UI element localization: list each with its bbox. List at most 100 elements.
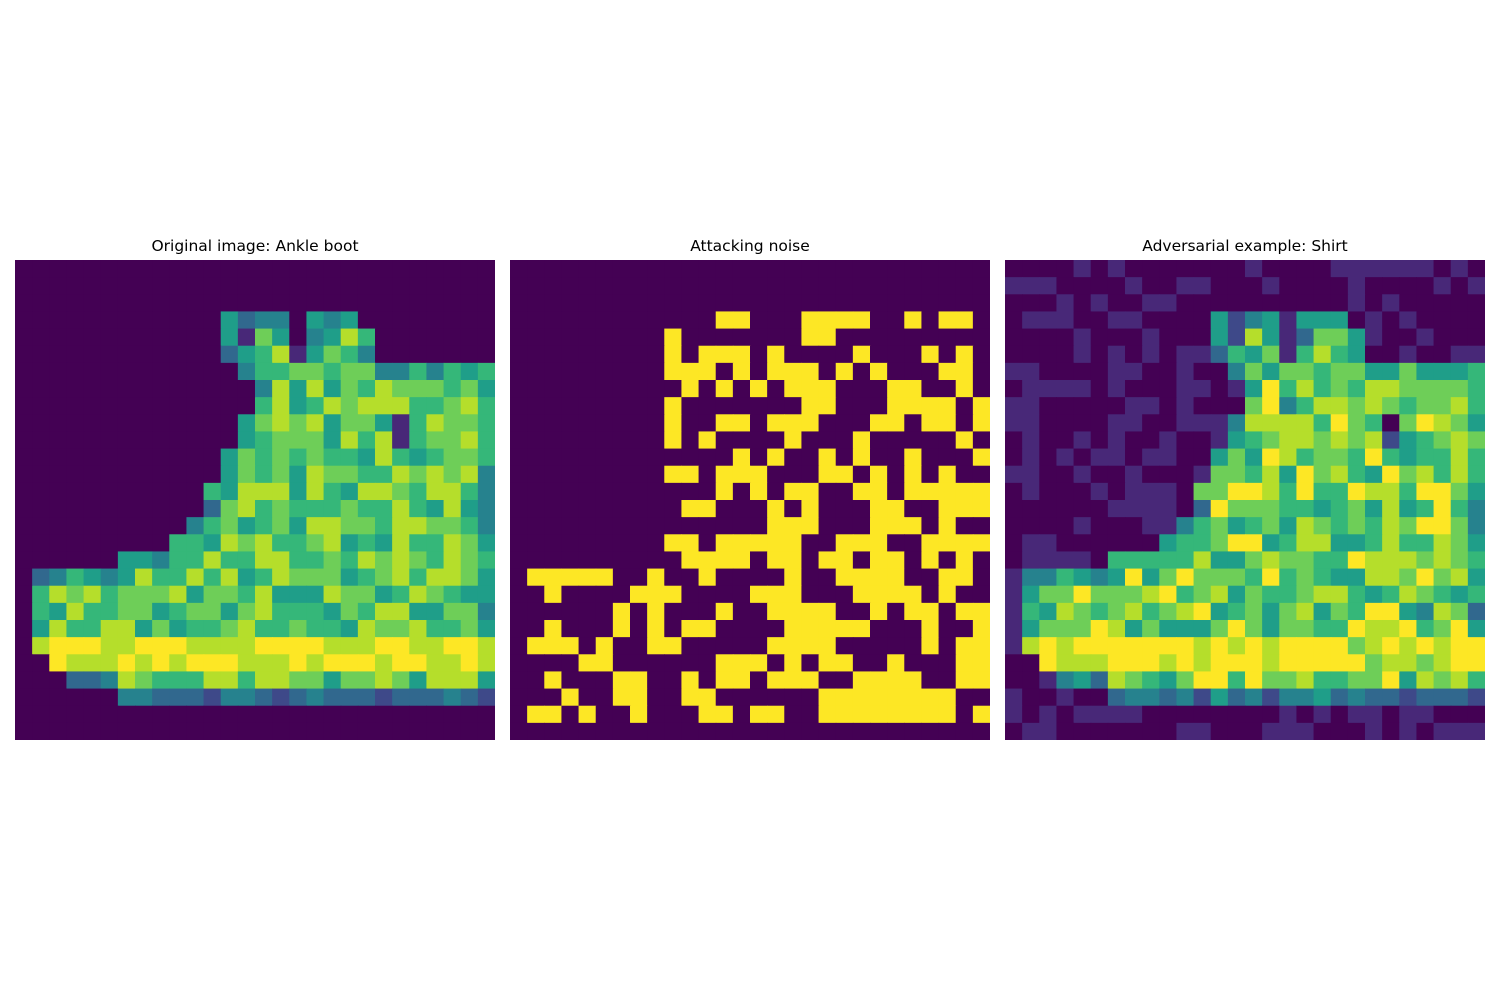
- noise-pixel: [904, 500, 923, 518]
- original-pixel: [32, 482, 50, 501]
- original-pixel: [83, 671, 102, 690]
- adversarial-pixel: [1330, 465, 1349, 484]
- original-pixel: [460, 534, 479, 553]
- noise-pixel: [664, 568, 683, 587]
- noise-pixel: [510, 671, 528, 690]
- noise-pixel: [595, 620, 614, 638]
- original-pixel: [306, 465, 325, 484]
- adversarial-pixel: [1125, 722, 1143, 740]
- noise-pixel: [698, 294, 717, 313]
- noise-pixel: [595, 602, 614, 621]
- adversarial-pixel: [1039, 465, 1058, 484]
- noise-pixel: [818, 448, 837, 467]
- adversarial-pixel: [1159, 688, 1178, 707]
- original-pixel: [392, 431, 410, 450]
- original-pixel: [272, 654, 290, 673]
- adversarial-pixel: [1210, 328, 1229, 347]
- original-pixel: [32, 277, 50, 295]
- original-pixel: [32, 722, 50, 740]
- original-pixel: [32, 654, 50, 673]
- original-pixel: [340, 688, 359, 707]
- noise-pixel: [955, 294, 974, 313]
- original-pixel: [66, 654, 85, 673]
- adversarial-pixel: [1210, 431, 1229, 450]
- noise-pixel: [698, 431, 717, 450]
- noise-pixel: [767, 551, 785, 570]
- adversarial-pixel: [1416, 500, 1435, 518]
- adversarial-pixel: [1107, 722, 1126, 740]
- noise-pixel: [612, 465, 631, 484]
- adversarial-pixel: [1022, 397, 1040, 415]
- original-pixel: [289, 688, 308, 707]
- original-pixel: [203, 688, 222, 707]
- original-pixel: [117, 294, 136, 313]
- adversarial-pixel: [1382, 585, 1400, 604]
- adversarial-pixel: [1433, 620, 1452, 638]
- original-pixel: [237, 380, 256, 398]
- adversarial-pixel: [1450, 482, 1469, 501]
- adversarial-pixel: [1262, 620, 1280, 638]
- original-pixel: [357, 500, 376, 518]
- original-pixel: [460, 431, 479, 450]
- noise-pixel: [630, 345, 648, 364]
- adversarial-pixel: [1005, 654, 1023, 673]
- original-pixel: [135, 722, 153, 740]
- noise-pixel: [921, 448, 940, 467]
- original-pixel: [392, 500, 410, 518]
- noise-pixel: [715, 671, 734, 690]
- noise-pixel: [647, 705, 665, 724]
- original-pixel: [100, 585, 119, 604]
- noise-pixel: [972, 465, 990, 484]
- original-pixel: [409, 654, 428, 673]
- noise-pixel: [561, 517, 580, 535]
- adversarial-pixel: [1313, 277, 1332, 295]
- original-pixel: [272, 500, 290, 518]
- original-image: [15, 260, 495, 740]
- original-pixel: [117, 517, 136, 535]
- adversarial-pixel: [1433, 722, 1452, 740]
- original-pixel: [117, 534, 136, 553]
- noise-image: [510, 260, 990, 740]
- adversarial-pixel: [1245, 500, 1263, 518]
- adversarial-pixel: [1347, 431, 1366, 450]
- adversarial-pixel: [1176, 482, 1195, 501]
- adversarial-pixel: [1159, 722, 1178, 740]
- original-pixel: [289, 722, 308, 740]
- original-pixel: [169, 414, 188, 433]
- noise-pixel: [681, 637, 700, 655]
- original-pixel: [169, 637, 188, 655]
- adversarial-pixel: [1313, 654, 1332, 673]
- adversarial-pixel: [1193, 551, 1212, 570]
- noise-pixel: [647, 380, 665, 398]
- original-pixel: [237, 482, 256, 501]
- adversarial-pixel: [1262, 414, 1280, 433]
- noise-pixel: [681, 534, 700, 553]
- original-pixel: [186, 705, 205, 724]
- noise-pixel: [647, 654, 665, 673]
- original-pixel: [135, 414, 153, 433]
- noise-pixel: [801, 362, 820, 381]
- adversarial-pixel: [1176, 654, 1195, 673]
- original-pixel: [340, 294, 359, 313]
- original-pixel: [255, 568, 273, 587]
- adversarial-pixel: [1125, 465, 1143, 484]
- original-pixel: [409, 722, 428, 740]
- adversarial-pixel: [1330, 328, 1349, 347]
- original-pixel: [289, 482, 308, 501]
- adversarial-pixel: [1193, 465, 1212, 484]
- original-pixel: [289, 277, 308, 295]
- original-pixel: [152, 534, 170, 553]
- noise-pixel: [544, 431, 563, 450]
- original-pixel: [32, 311, 50, 330]
- adversarial-pixel: [1450, 500, 1469, 518]
- original-pixel: [255, 380, 273, 398]
- adversarial-pixel: [1210, 448, 1229, 467]
- noise-pixel: [818, 414, 837, 433]
- original-pixel: [306, 277, 325, 295]
- noise-pixel: [887, 311, 905, 330]
- adversarial-pixel: [1090, 637, 1109, 655]
- original-pixel: [477, 431, 495, 450]
- adversarial-pixel: [1073, 637, 1092, 655]
- original-pixel: [203, 500, 222, 518]
- original-pixel: [15, 431, 33, 450]
